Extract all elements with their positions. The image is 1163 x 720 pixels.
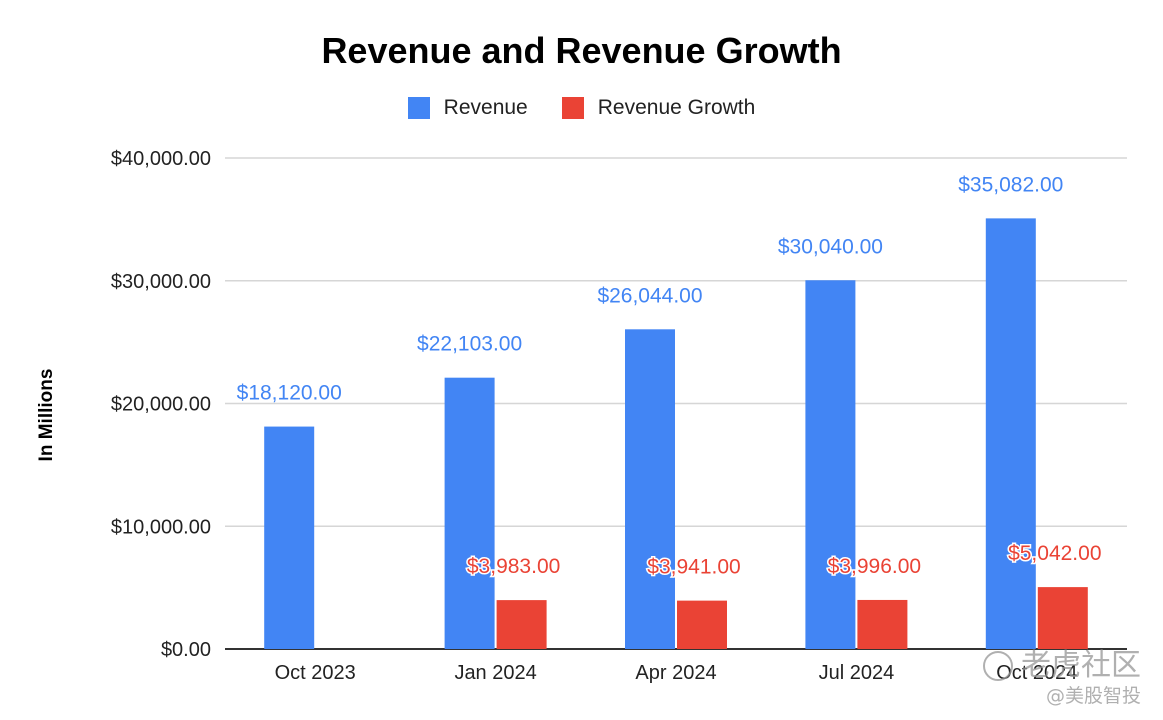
- data-label-revenue-growth: $3,983.00: [467, 555, 560, 578]
- y-tick-label: $30,000.00: [111, 271, 211, 293]
- data-label-revenue-growth: $3,941.00: [647, 556, 740, 579]
- bar-revenue: [444, 377, 495, 649]
- x-tick-label: Oct 2024: [996, 662, 1077, 684]
- y-tick-label: $20,000.00: [111, 394, 211, 416]
- bar-revenue: [985, 218, 1036, 649]
- watermark-line1-row: 老虎社区: [983, 648, 1141, 684]
- data-label-revenue-growth: $3,996.00: [828, 555, 921, 578]
- watermark: 老虎社区 @美股智投: [983, 648, 1141, 708]
- x-tick-label: Jan 2024: [454, 662, 536, 684]
- x-tick-label: Oct 2023: [275, 662, 356, 684]
- legend-label-revenue: Revenue: [443, 96, 528, 119]
- legend-item-revenue: Revenue: [407, 96, 528, 120]
- data-label-revenue: $22,103.00: [417, 333, 522, 356]
- legend-label-revenue-growth: Revenue Growth: [597, 96, 756, 119]
- watermark-line2: @美股智投: [1045, 685, 1141, 707]
- data-label-revenue-growth: $5,042.00: [1008, 542, 1101, 565]
- x-tick-label: Jul 2024: [819, 662, 895, 684]
- bar-revenue-growth: [677, 600, 727, 649]
- y-tick-label: $40,000.00: [111, 148, 211, 170]
- watermark-logo-icon: [983, 651, 1013, 681]
- x-tick-label: Apr 2024: [635, 662, 716, 684]
- watermark-line1: 老虎社区: [1021, 648, 1141, 683]
- chart-title: Revenue and Revenue Growth: [321, 30, 842, 71]
- data-label-revenue: $18,120.00: [237, 382, 342, 405]
- y-tick-label: $0.00: [161, 639, 211, 661]
- bar-revenue: [625, 329, 675, 649]
- data-label-revenue: $35,082.00: [958, 173, 1063, 196]
- y-tick-label: $10,000.00: [111, 516, 211, 538]
- bar-revenue-growth: [496, 600, 547, 649]
- chart-legend: Revenue Revenue Growth: [0, 96, 1163, 120]
- legend-swatch-revenue: [407, 97, 430, 119]
- legend-item-revenue-growth: Revenue Growth: [561, 96, 756, 120]
- bar-revenue-growth: [857, 599, 908, 649]
- bar-revenue: [805, 280, 856, 649]
- bar-revenue-growth: [1037, 587, 1088, 649]
- data-label-revenue: $26,044.00: [597, 284, 702, 307]
- legend-swatch-revenue-growth: [561, 97, 584, 119]
- bar-revenue: [264, 426, 315, 649]
- data-label-revenue: $30,040.00: [778, 235, 883, 258]
